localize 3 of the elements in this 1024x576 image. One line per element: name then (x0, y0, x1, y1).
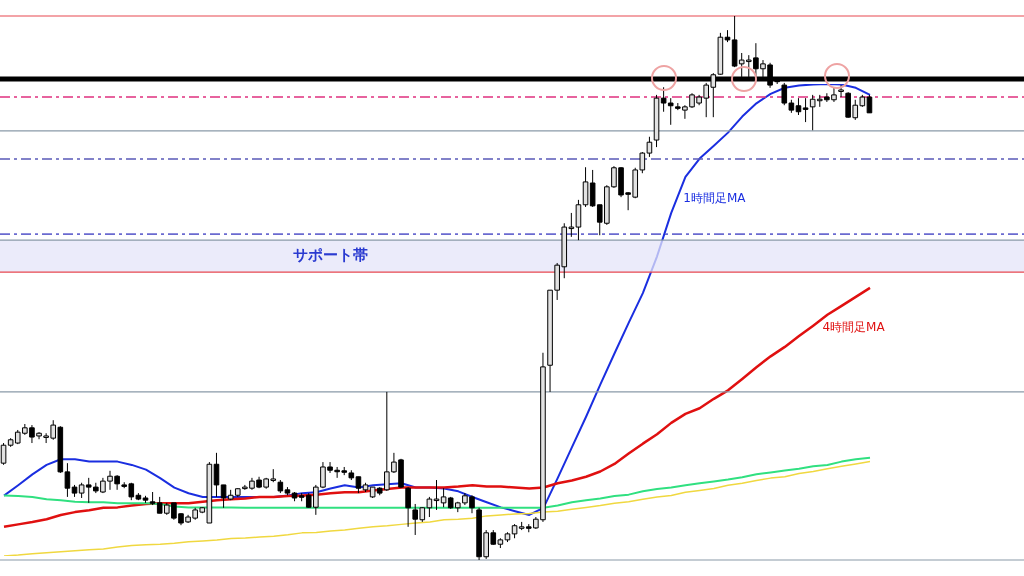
band-label: サポート帯 (292, 246, 368, 265)
series-label: 4時間足MA (822, 319, 886, 334)
series-label: 1時間足MA (683, 190, 747, 205)
